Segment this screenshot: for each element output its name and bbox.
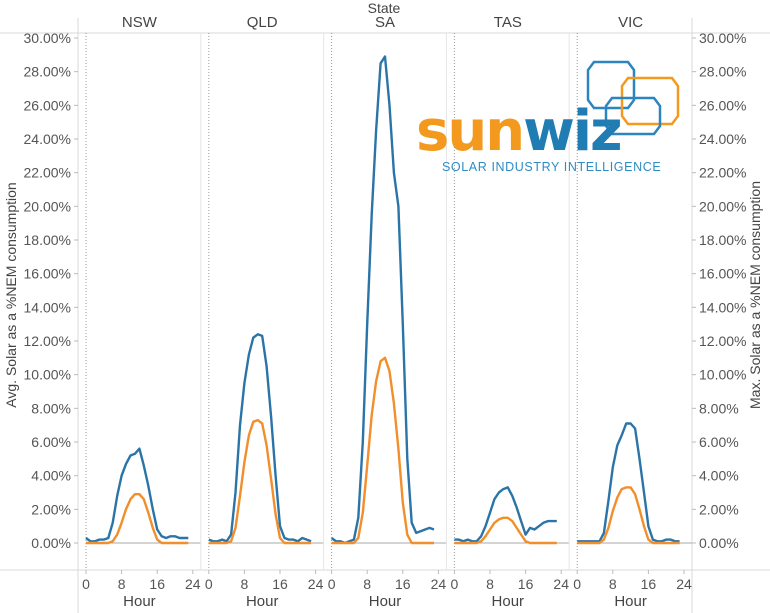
x-tick-label: 8 <box>241 576 249 592</box>
y-tick-left: 4.00% <box>31 468 71 484</box>
y-tick-right: 14.00% <box>699 299 746 315</box>
y-tick-left: 10.00% <box>24 367 71 383</box>
x-tick-label: 24 <box>676 576 692 592</box>
sunwiz-logo: sunwiz SOLAR INDUSTRY INTELLIGENCE <box>416 60 686 180</box>
y-tick-left: 6.00% <box>31 434 71 450</box>
y-tick-right: 16.00% <box>699 266 746 282</box>
y-tick-right: 20.00% <box>699 198 746 214</box>
y-tick-right: 18.00% <box>699 232 746 248</box>
series-line-max-sa <box>330 55 435 545</box>
series-line-avg-tas <box>454 516 557 545</box>
y-tick-left: 22.00% <box>24 165 71 181</box>
y-tick-left: 18.00% <box>24 232 71 248</box>
y-tick-right: 4.00% <box>699 468 739 484</box>
x-tick-label: 24 <box>308 576 324 592</box>
logo-word-wiz: wiz <box>523 99 623 164</box>
panel-title: SA <box>375 14 395 31</box>
x-tick-label: 0 <box>328 576 336 592</box>
panel-nsw: NSW <box>85 14 201 570</box>
logo-word-sun: sun <box>416 99 525 164</box>
series-line-max-nsw <box>85 447 189 543</box>
series-line-avg-vic <box>577 486 680 545</box>
x-tick-label: 0 <box>451 576 459 592</box>
logo-wordmark: sunwiz <box>416 104 623 160</box>
y-tick-right: 22.00% <box>699 165 746 181</box>
panel-title: VIC <box>618 14 643 31</box>
x-axis-label: Hour <box>369 593 402 610</box>
x-axis-label: Hour <box>123 593 156 610</box>
y-tick-left: 8.00% <box>31 400 71 416</box>
panel-title: QLD <box>247 14 278 31</box>
x-tick-label: 16 <box>518 576 534 592</box>
series-line-avg-nsw <box>86 493 189 545</box>
y-tick-right: 28.00% <box>699 64 746 80</box>
x-tick-label: 8 <box>363 576 371 592</box>
y-tick-right: 8.00% <box>699 400 739 416</box>
y-tick-left: 16.00% <box>24 266 71 282</box>
panel-qld: QLD <box>200 14 324 570</box>
y-tick-right: 12.00% <box>699 333 746 349</box>
x-tick-label: 16 <box>395 576 411 592</box>
x-tick-label: 0 <box>82 576 90 592</box>
y-tick-right: 30.00% <box>699 30 746 46</box>
y-tick-right: 6.00% <box>699 434 739 450</box>
y-tick-right: 0.00% <box>699 535 739 551</box>
x-tick-label: 8 <box>118 576 126 592</box>
panel-title: TAS <box>494 14 522 31</box>
x-tick-label: 24 <box>431 576 447 592</box>
x-tick-label: 24 <box>553 576 569 592</box>
logo-tagline: SOLAR INDUSTRY INTELLIGENCE <box>442 160 662 174</box>
y-tick-left: 28.00% <box>24 64 71 80</box>
logo-squares-icon <box>586 60 680 136</box>
series-line-avg-sa <box>331 356 434 545</box>
y-tick-right: 10.00% <box>699 367 746 383</box>
y-axis-right-label: Max. Solar as a %NEM consumption <box>747 181 763 409</box>
y-tick-left: 30.00% <box>24 30 71 46</box>
y-tick-right: 2.00% <box>699 501 739 517</box>
y-tick-left: 12.00% <box>24 333 71 349</box>
x-tick-label: 16 <box>641 576 657 592</box>
series-line-max-qld <box>208 333 312 543</box>
panel-tas: TAS <box>445 14 570 570</box>
y-tick-left: 14.00% <box>24 299 71 315</box>
y-tick-left: 26.00% <box>24 97 71 113</box>
panel-sa: SA <box>323 14 447 570</box>
y-tick-left: 2.00% <box>31 501 71 517</box>
y-tick-right: 26.00% <box>699 97 746 113</box>
x-axis-label: Hour <box>614 593 647 610</box>
x-axis-label: Hour <box>492 593 525 610</box>
panel-title: NSW <box>122 14 158 31</box>
series-line-max-tas <box>454 486 557 543</box>
y-tick-right: 24.00% <box>699 131 746 147</box>
y-tick-left: 20.00% <box>24 198 71 214</box>
panel-group-title: State <box>368 0 401 16</box>
panel-vic: VIC <box>568 14 692 570</box>
series-line-avg-qld <box>208 418 312 545</box>
x-axis-label: Hour <box>246 593 279 610</box>
x-tick-label: 0 <box>573 576 581 592</box>
y-tick-left: 24.00% <box>24 131 71 147</box>
x-tick-label: 16 <box>272 576 288 592</box>
x-tick-label: 24 <box>185 576 201 592</box>
x-tick-label: 8 <box>486 576 494 592</box>
x-tick-label: 8 <box>609 576 617 592</box>
x-tick-label: 16 <box>149 576 165 592</box>
x-tick-label: 0 <box>205 576 213 592</box>
series-line-max-vic <box>577 422 680 543</box>
y-tick-left: 0.00% <box>31 535 71 551</box>
y-axis-left-label: Avg. Solar as a %NEM consumption <box>3 182 19 407</box>
